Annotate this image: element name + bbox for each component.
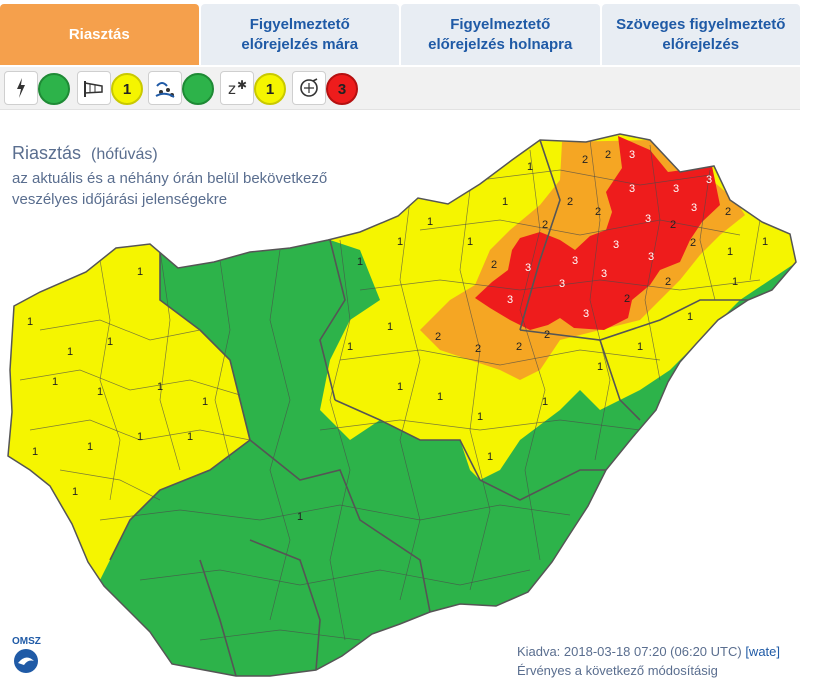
level-label: 1 <box>397 381 403 393</box>
level-label: 1 <box>297 511 303 523</box>
level-label: 2 <box>567 196 573 208</box>
issue-info: Kiadva: 2018-03-18 07:20 (06:20 UTC) [wa… <box>517 642 780 680</box>
level-label: 2 <box>624 293 630 305</box>
tab-forecast-today[interactable]: Figyelmeztető előrejelzés mára <box>200 4 399 65</box>
level-label: 1 <box>72 486 78 498</box>
level-label: 2 <box>595 206 601 218</box>
level-label: 3 <box>673 183 679 195</box>
rain-level-indicator <box>182 73 214 105</box>
level-label: 2 <box>605 149 611 161</box>
tab-text-forecast[interactable]: Szöveges figyelmeztető előrejelzés <box>601 4 800 65</box>
level-label: 1 <box>347 341 353 353</box>
level-label: 3 <box>601 268 607 280</box>
level-label: 1 <box>437 391 443 403</box>
svg-text:✱: ✱ <box>237 78 247 92</box>
tab-bar: Riasztás Figyelmeztető előrejelzés mára … <box>0 4 800 65</box>
tab-riasztas[interactable]: Riasztás <box>0 4 199 65</box>
level-label: 1 <box>27 316 33 328</box>
level-label: 2 <box>542 219 548 231</box>
level-label: 2 <box>475 343 481 355</box>
logo-text: OMSZ <box>12 636 41 647</box>
level-label: 3 <box>583 308 589 320</box>
omsz-logo: OMSZ <box>12 636 41 682</box>
level-label: 1 <box>107 336 113 348</box>
level-label: 1 <box>732 276 738 288</box>
district-borders <box>19 139 761 641</box>
description-line: az aktuális és a néhány órán belül beköv… <box>12 170 328 187</box>
tab-forecast-tomorrow[interactable]: Figyelmeztető előrejelzés holnapra <box>401 4 600 65</box>
level-label: 1 <box>387 321 393 333</box>
page-title: Riasztás (hófúvás) <box>12 143 158 164</box>
description-line: veszélyes időjárási jelenségekre <box>12 191 228 208</box>
level-label: 2 <box>491 259 497 271</box>
county-borders <box>109 139 760 676</box>
level-label: 3 <box>691 202 697 214</box>
snow-icon[interactable]: z ✱ <box>220 71 254 105</box>
level-label: 3 <box>629 149 635 161</box>
page-description: az aktuális és a néhány órán belül beköv… <box>12 168 327 210</box>
level-label: 2 <box>690 237 696 249</box>
lightning-level-indicator <box>38 73 70 105</box>
level-label: 2 <box>665 276 671 288</box>
level-label: 1 <box>597 361 603 373</box>
level-label: 1 <box>502 196 508 208</box>
level-label: 1 <box>137 266 143 278</box>
level-label: 1 <box>137 431 143 443</box>
issued-timestamp: Kiadva: 2018-03-18 07:20 (06:20 UTC) <box>516 644 742 659</box>
level-label: 3 <box>559 278 565 290</box>
level-label: 3 <box>572 255 578 267</box>
wind-level-indicator: 1 <box>111 73 143 105</box>
hazard-type: (hófúvás) <box>91 146 158 163</box>
rain-icon[interactable] <box>148 71 182 105</box>
level-label: 3 <box>629 183 635 195</box>
level-label: 1 <box>157 381 163 393</box>
hungary-warning-map: 1 1 1 1 1 1 1 1 1 1 1 1 1 1 1 1 1 1 1 1 … <box>7 133 797 677</box>
svg-text:z: z <box>228 80 236 98</box>
level-label: 2 <box>516 341 522 353</box>
level-label: 1 <box>637 341 643 353</box>
level-label: 3 <box>645 213 651 225</box>
title-text: Riasztás <box>12 143 82 163</box>
level-label: 2 <box>544 329 550 341</box>
level-label: 1 <box>397 236 403 248</box>
level-label: 1 <box>32 446 38 458</box>
snowdrift-level-indicator: 3 <box>326 73 358 105</box>
snow-level-indicator: 1 <box>254 73 286 105</box>
snowdrift-icon[interactable] <box>292 71 326 105</box>
level-label: 1 <box>527 161 533 173</box>
level-label: 3 <box>613 239 619 251</box>
red-zone <box>475 136 720 330</box>
issued-author-link[interactable]: [wate] <box>745 644 780 659</box>
level-label: 1 <box>87 441 93 453</box>
level-label: 1 <box>542 396 548 408</box>
validity-text: Érvényes a következő módosításig <box>516 663 718 678</box>
zone-labels: 1 1 1 1 1 1 1 1 1 1 1 1 1 1 1 1 1 1 1 1 … <box>27 149 768 523</box>
level-label: 2 <box>582 154 588 166</box>
level-label: 3 <box>507 294 513 306</box>
logo-icon <box>14 649 38 673</box>
level-label: 3 <box>706 174 712 186</box>
level-label: 1 <box>427 216 433 228</box>
level-label: 1 <box>357 256 363 268</box>
level-label: 1 <box>477 411 483 423</box>
level-label: 1 <box>52 376 58 388</box>
level-label: 1 <box>687 311 693 323</box>
hazard-icon-bar: 1 z ✱ 1 3 <box>0 67 800 110</box>
lightning-icon[interactable] <box>4 71 38 105</box>
level-label: 1 <box>727 246 733 258</box>
level-label: 2 <box>435 331 441 343</box>
wind-icon[interactable] <box>77 71 111 105</box>
level-label: 1 <box>187 431 193 443</box>
level-label: 3 <box>525 262 531 274</box>
level-label: 1 <box>67 346 73 358</box>
level-label: 1 <box>467 236 473 248</box>
level-label: 2 <box>670 219 676 231</box>
level-label: 1 <box>202 396 208 408</box>
level-label: 1 <box>487 451 493 463</box>
level-label: 2 <box>725 206 731 218</box>
level-label: 1 <box>97 386 103 398</box>
level-label: 1 <box>762 236 768 248</box>
level-label: 3 <box>648 251 654 263</box>
